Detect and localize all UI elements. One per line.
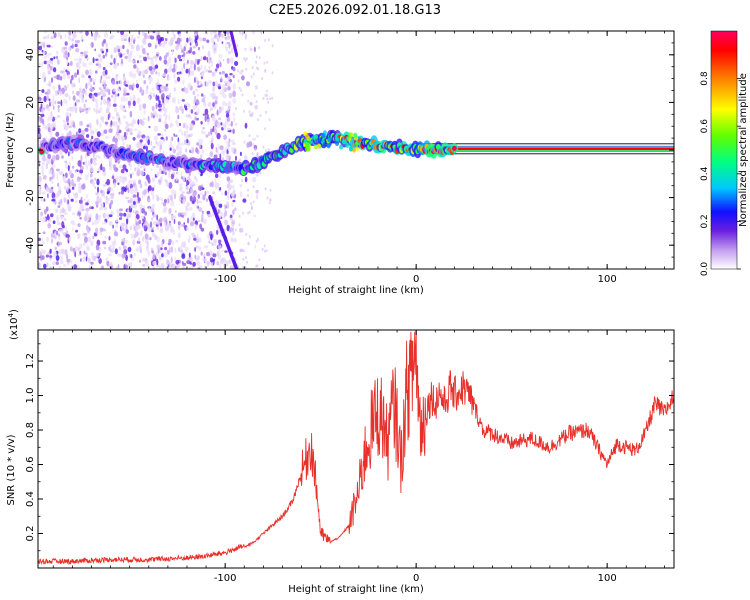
top-y-tick-label: 20 bbox=[25, 96, 36, 109]
signal-ridge bbox=[38, 129, 674, 176]
snr-frame bbox=[37, 329, 675, 569]
colorbar-tick-label: 0.2 bbox=[700, 214, 710, 228]
chart-title: C2E5.2026.092.01.18.G13 bbox=[269, 3, 441, 18]
bottom-x-tick-label: -100 bbox=[214, 573, 237, 584]
top-y-tick-label: 0 bbox=[25, 147, 36, 153]
colorbar-tick-label: 0.4 bbox=[700, 166, 710, 181]
colorbar-tick-label: 0.0 bbox=[700, 262, 710, 277]
bottom-x-tick-label: 100 bbox=[598, 573, 617, 584]
spectrogram-panel: -100 0 100 -40 -20 0 20 40 Height of straight … bbox=[5, 30, 675, 296]
top-x-axis-label: Height of straight line (km) bbox=[288, 285, 424, 296]
snr-panel: -100 0 100 0.2 0.4 0.6 0.8 1.0 1.2 Height of st… bbox=[6, 309, 675, 595]
colorbar-label: Normalized spectral amplitude bbox=[738, 73, 749, 227]
top-y-tick-label: -40 bbox=[25, 237, 36, 253]
top-x-tick-label: 100 bbox=[598, 274, 617, 285]
top-y-tick-label: 40 bbox=[25, 48, 36, 61]
bottom-x-axis-label: Height of straight line (km) bbox=[288, 584, 424, 595]
bottom-x-tick-label: 0 bbox=[413, 573, 419, 584]
bottom-y-tick-label: 0.4 bbox=[25, 491, 36, 507]
bottom-y-tick-label: 1.2 bbox=[25, 353, 36, 369]
diagonal-streak bbox=[208, 31, 239, 269]
colorbar-gradient bbox=[710, 30, 738, 270]
top-x-tick-label: 0 bbox=[413, 274, 419, 285]
snr-series-line bbox=[38, 331, 674, 566]
bottom-y-tick-label: 0.6 bbox=[25, 457, 36, 473]
top-y-axis-label: Frequency (Hz) bbox=[5, 112, 16, 188]
colorbar-tick-label: 0.8 bbox=[700, 71, 710, 86]
bottom-y-tick-label: 1.0 bbox=[25, 388, 36, 404]
colorbar: 0.0 0.2 0.4 0.6 0.8 Normalized spectral ampl… bbox=[700, 30, 749, 277]
bottom-y-tick-label: 0.8 bbox=[25, 422, 36, 438]
top-y-tick-label: -20 bbox=[25, 189, 36, 205]
background-noise-speckles bbox=[38, 31, 274, 269]
bottom-y-axis-label: SNR (10 * v/v) bbox=[6, 434, 17, 505]
colorbar-tick-label: 0.6 bbox=[700, 119, 710, 134]
bottom-y-tick-label: 0.2 bbox=[25, 526, 36, 542]
scale-factor-label: (x104) bbox=[7, 309, 20, 340]
top-x-tick-label: -100 bbox=[214, 274, 237, 285]
